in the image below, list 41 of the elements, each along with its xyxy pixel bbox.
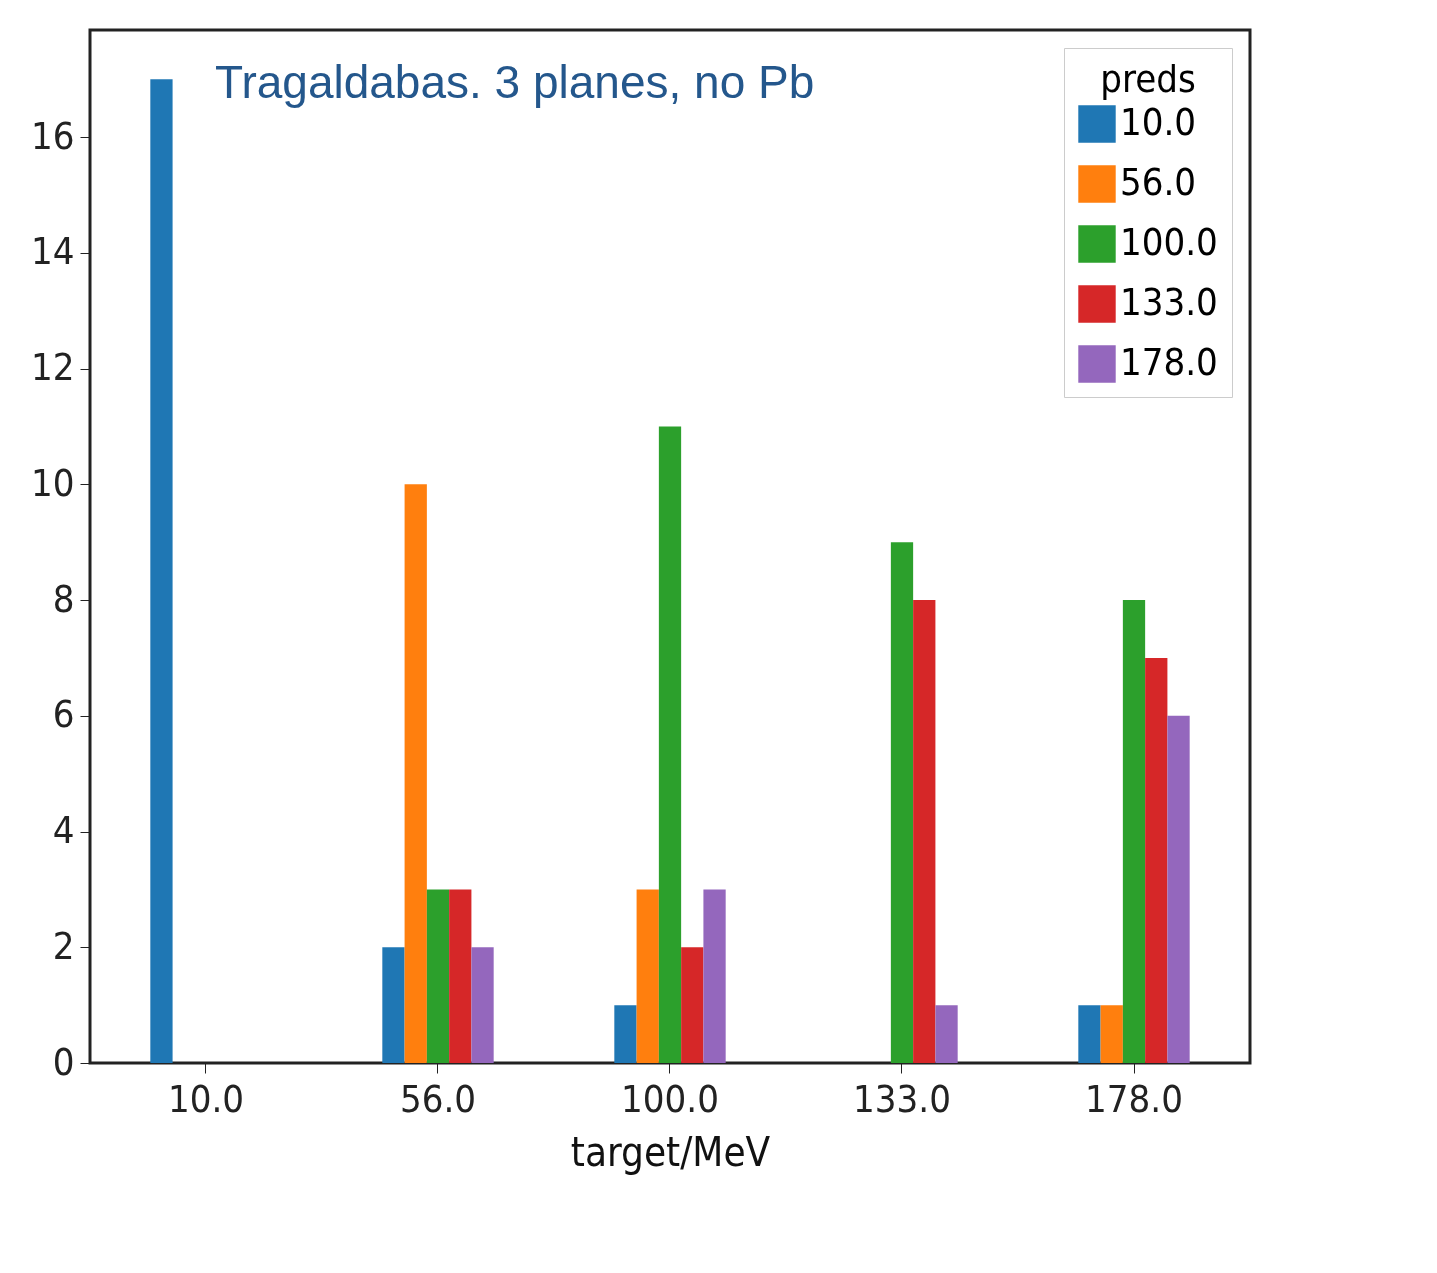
annotation: Tragaldabas. 3 planes, no Pb xyxy=(215,56,815,108)
bar xyxy=(471,947,494,1063)
legend-title: preds xyxy=(1100,57,1196,101)
bar xyxy=(1100,1005,1123,1063)
legend-label: 56.0 xyxy=(1120,160,1197,204)
bar xyxy=(449,889,472,1063)
bar xyxy=(1078,1005,1101,1063)
bar xyxy=(150,79,173,1063)
bar xyxy=(614,1005,637,1063)
x-tick-label: 100.0 xyxy=(621,1076,719,1121)
y-tick-label: 2 xyxy=(52,923,75,968)
bar xyxy=(703,889,726,1063)
bar xyxy=(1167,715,1190,1063)
y-tick-label: 0 xyxy=(52,1039,75,1084)
bar xyxy=(890,542,914,1063)
y-tick-label: 14 xyxy=(31,229,75,274)
y-tick-label: 6 xyxy=(52,692,75,737)
legend-label: 100.0 xyxy=(1120,220,1218,264)
y-tick-label: 16 xyxy=(31,113,75,158)
x-tick-label: 10.0 xyxy=(167,1076,245,1121)
bar xyxy=(658,426,682,1063)
bar xyxy=(404,484,427,1063)
bar xyxy=(382,947,405,1063)
bar xyxy=(935,1005,958,1063)
x-tick-label: 178.0 xyxy=(1085,1076,1183,1121)
legend-label: 178.0 xyxy=(1120,340,1218,384)
legend-label: 10.0 xyxy=(1120,100,1197,144)
bar xyxy=(1122,600,1146,1063)
y-tick-label: 10 xyxy=(31,460,75,505)
y-tick-label: 8 xyxy=(52,576,75,621)
y-tick-label: 4 xyxy=(52,808,75,853)
bar xyxy=(1145,657,1168,1063)
y-tick-label: 12 xyxy=(31,345,75,390)
x-tick-label: 133.0 xyxy=(853,1076,951,1121)
x-axis-title: target/MeV xyxy=(570,1128,771,1175)
bar xyxy=(426,889,450,1063)
bar xyxy=(636,889,659,1063)
bar xyxy=(913,600,936,1063)
legend-label: 133.0 xyxy=(1120,280,1218,324)
x-tick-label: 56.0 xyxy=(399,1076,477,1121)
bar xyxy=(681,947,704,1063)
